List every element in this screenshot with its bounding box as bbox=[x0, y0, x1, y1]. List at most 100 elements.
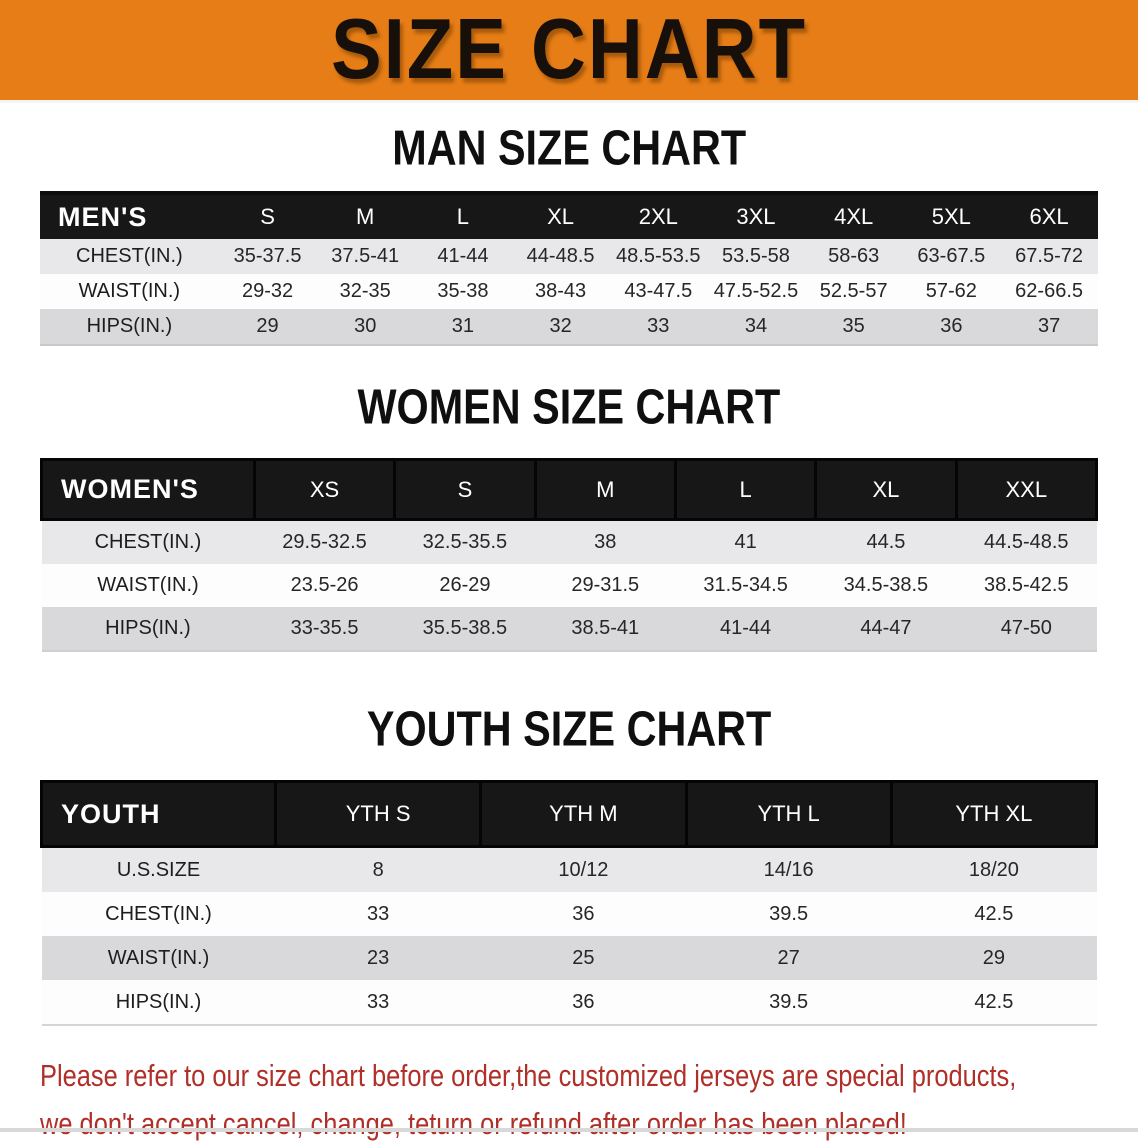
women-col-header: XXL bbox=[954, 458, 1099, 521]
table-cell: 29-32 bbox=[218, 274, 317, 309]
table-cell: 14/16 bbox=[686, 846, 892, 892]
table-cell: 35 bbox=[804, 309, 903, 345]
table-cell: 34.5-38.5 bbox=[815, 564, 957, 607]
table-cell: 62-66.5 bbox=[1000, 274, 1098, 309]
table-cell: 37 bbox=[1000, 309, 1098, 345]
row-label: CHEST(IN.) bbox=[41, 892, 276, 936]
women-group-label: WOMEN'S bbox=[40, 458, 256, 521]
table-cell: 44-48.5 bbox=[511, 239, 610, 274]
disclaimer-line-1: Please refer to our size chart before or… bbox=[40, 1058, 1017, 1093]
men-col-header: XL bbox=[511, 193, 610, 239]
table-cell: 39.5 bbox=[686, 980, 892, 1025]
table-cell: 26-29 bbox=[394, 564, 536, 607]
table-cell: 36 bbox=[480, 980, 686, 1025]
table-cell: 29.5-32.5 bbox=[254, 519, 395, 564]
table-cell: 33 bbox=[275, 980, 481, 1025]
youth-section-heading: YOUTH SIZE CHART bbox=[0, 702, 1138, 757]
table-cell: 38.5-41 bbox=[535, 607, 676, 651]
youth-waist-row: WAIST(IN.) 23 25 27 29 bbox=[41, 936, 1097, 980]
table-cell: 41-44 bbox=[414, 239, 512, 274]
row-label: WAIST(IN.) bbox=[41, 564, 255, 607]
disclaimer: Please refer to our size chart before or… bbox=[40, 1052, 1098, 1148]
table-cell: 48.5-53.5 bbox=[609, 239, 708, 274]
youth-col-header: YTH S bbox=[273, 780, 483, 848]
table-cell: 31.5-34.5 bbox=[675, 564, 816, 607]
row-label: WAIST(IN.) bbox=[40, 274, 219, 309]
table-cell: 38.5-42.5 bbox=[956, 564, 1097, 607]
table-cell: 41-44 bbox=[675, 607, 816, 651]
table-cell: 10/12 bbox=[480, 846, 686, 892]
women-col-header: XS bbox=[252, 458, 397, 521]
women-table-head: WOMEN'S XS S M L XL XXL bbox=[40, 458, 1099, 521]
men-col-header: S bbox=[218, 193, 317, 239]
table-cell: 25 bbox=[480, 936, 686, 980]
table-cell: 36 bbox=[902, 309, 1001, 345]
men-col-header: L bbox=[414, 193, 512, 239]
men-group-label: MEN'S bbox=[40, 193, 219, 239]
disclaimer-line-2: we don't accept cancel, change, teturn o… bbox=[40, 1106, 907, 1142]
youth-col-header: YTH M bbox=[479, 780, 688, 848]
table-cell: 29 bbox=[891, 936, 1097, 980]
table-cell: 57-62 bbox=[902, 274, 1001, 309]
women-heading-text: WOMEN SIZE CHART bbox=[357, 380, 781, 435]
table-cell: 63-67.5 bbox=[902, 239, 1001, 274]
men-col-header: 5XL bbox=[902, 193, 1001, 239]
youth-hips-row: HIPS(IN.) 33 36 39.5 42.5 bbox=[41, 980, 1097, 1025]
row-label: HIPS(IN.) bbox=[40, 309, 219, 345]
table-cell: 33 bbox=[609, 309, 708, 345]
table-cell: 35-37.5 bbox=[218, 239, 317, 274]
women-table-body: CHEST(IN.) 29.5-32.5 32.5-35.5 38 41 44.… bbox=[41, 519, 1097, 651]
youth-table-head: YOUTH YTH S YTH M YTH L YTH XL bbox=[40, 780, 1099, 848]
men-col-header: 6XL bbox=[1000, 193, 1098, 239]
table-cell: 33-35.5 bbox=[254, 607, 395, 651]
row-label: HIPS(IN.) bbox=[41, 980, 276, 1025]
youth-group-label: YOUTH bbox=[40, 780, 277, 848]
men-col-header: 4XL bbox=[804, 193, 903, 239]
table-cell: 34 bbox=[707, 309, 805, 345]
banner-title: SIZE CHART bbox=[331, 1, 807, 98]
youth-col-header: YTH XL bbox=[889, 780, 1099, 848]
table-cell: 23 bbox=[275, 936, 481, 980]
man-section-heading: MAN SIZE CHART bbox=[0, 121, 1138, 176]
table-cell: 33 bbox=[275, 892, 481, 936]
row-label: U.S.SIZE bbox=[41, 846, 276, 892]
table-cell: 35-38 bbox=[414, 274, 512, 309]
row-label: WAIST(IN.) bbox=[41, 936, 276, 980]
table-cell: 27 bbox=[686, 936, 892, 980]
youth-header-row: YOUTH YTH S YTH M YTH L YTH XL bbox=[40, 780, 1099, 848]
men-waist-row: WAIST(IN.) 29-32 32-35 35-38 38-43 43-47… bbox=[40, 274, 1098, 309]
row-label: CHEST(IN.) bbox=[40, 239, 219, 274]
table-cell: 35.5-38.5 bbox=[394, 607, 536, 651]
table-cell: 38 bbox=[535, 519, 676, 564]
table-cell: 52.5-57 bbox=[804, 274, 903, 309]
table-cell: 30 bbox=[316, 309, 415, 345]
men-col-header: M bbox=[316, 193, 415, 239]
youth-table-wrap: YOUTH YTH S YTH M YTH L YTH XL U.S.SIZE … bbox=[40, 780, 1099, 1026]
women-section-heading: WOMEN SIZE CHART bbox=[0, 380, 1138, 435]
men-size-table: MEN'S S M L XL 2XL 3XL 4XL 5XL 6XL CHEST… bbox=[40, 191, 1098, 346]
youth-chest-row: CHEST(IN.) 33 36 39.5 42.5 bbox=[41, 892, 1097, 936]
table-cell: 44.5-48.5 bbox=[956, 519, 1097, 564]
youth-heading-text: YOUTH SIZE CHART bbox=[366, 702, 772, 757]
youth-col-header: YTH L bbox=[684, 780, 893, 848]
women-col-header: M bbox=[533, 458, 677, 521]
table-cell: 8 bbox=[275, 846, 481, 892]
table-cell: 38-43 bbox=[511, 274, 610, 309]
table-cell: 29 bbox=[218, 309, 317, 345]
women-size-table: WOMEN'S XS S M L XL XXL CHEST(IN.) 29.5-… bbox=[40, 458, 1099, 652]
women-table-wrap: WOMEN'S XS S M L XL XXL CHEST(IN.) 29.5-… bbox=[40, 458, 1099, 652]
men-table-body: CHEST(IN.) 35-37.5 37.5-41 41-44 44-48.5… bbox=[40, 239, 1098, 345]
table-cell: 47-50 bbox=[956, 607, 1097, 651]
men-col-header: 3XL bbox=[707, 193, 805, 239]
women-waist-row: WAIST(IN.) 23.5-26 26-29 29-31.5 31.5-34… bbox=[41, 564, 1097, 607]
man-heading-text: MAN SIZE CHART bbox=[392, 121, 746, 176]
men-header-row: MEN'S S M L XL 2XL 3XL 4XL 5XL 6XL bbox=[40, 193, 1098, 239]
table-cell: 39.5 bbox=[686, 892, 892, 936]
women-col-header: S bbox=[393, 458, 537, 521]
men-chest-row: CHEST(IN.) 35-37.5 37.5-41 41-44 44-48.5… bbox=[40, 239, 1098, 274]
women-chest-row: CHEST(IN.) 29.5-32.5 32.5-35.5 38 41 44.… bbox=[41, 519, 1097, 564]
table-cell: 42.5 bbox=[891, 980, 1097, 1025]
table-cell: 37.5-41 bbox=[316, 239, 415, 274]
men-col-header: 2XL bbox=[609, 193, 708, 239]
